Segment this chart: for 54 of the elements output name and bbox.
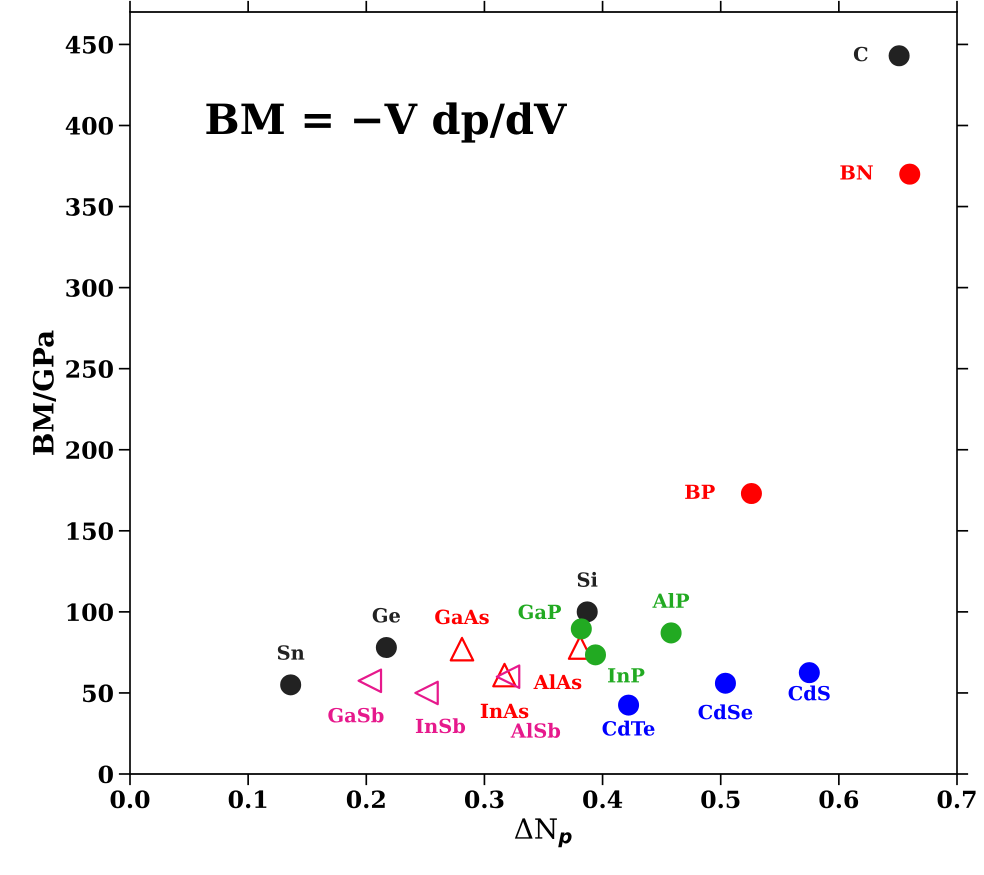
annotation: AlSb (510, 722, 560, 738)
annotation: InSb (416, 718, 466, 734)
annotation: GaP (518, 604, 562, 620)
annotation: GaSb (328, 707, 384, 723)
point (576, 601, 598, 622)
point (899, 164, 920, 185)
annotation: AlAs (533, 674, 582, 690)
y-tick-label: 300 (66, 279, 113, 297)
point (358, 668, 382, 694)
y-tick-label: 150 (68, 522, 113, 540)
point (414, 680, 439, 706)
annotation: BN (840, 165, 873, 180)
x-tick-label: 0.3 (464, 790, 504, 808)
annotation: InAs (480, 704, 528, 718)
point (376, 637, 397, 658)
annotation: CdSe (698, 704, 752, 720)
point (450, 636, 474, 662)
annotation: InP (608, 668, 644, 682)
y-axis-title: BM/GPa (32, 330, 56, 455)
point (798, 662, 820, 684)
point (570, 618, 592, 640)
y-tick-label: 450 (66, 36, 113, 54)
annotation: BM = −V dp/dV (206, 102, 567, 143)
x-tick-label: 0.6 (819, 790, 858, 808)
x-tick-label: 0.4 (583, 790, 622, 808)
x-tick-label: 0.2 (346, 790, 385, 808)
x-axis-title: ΔN$_{p}$ (514, 818, 572, 848)
y-tick-label: 350 (66, 198, 113, 216)
point (618, 694, 640, 716)
y-tick-label: 400 (66, 116, 113, 135)
point (280, 674, 302, 696)
annotation: Si (578, 572, 598, 587)
annotation: Sn (278, 645, 304, 660)
annotation: GaAs (435, 610, 489, 624)
x-tick-label: 0.0 (110, 790, 150, 808)
point (584, 644, 606, 666)
x-tick-label: 0.1 (228, 790, 266, 808)
point (740, 483, 762, 504)
annotation: CdTe (602, 720, 655, 736)
point (888, 45, 910, 66)
point (714, 672, 736, 694)
point (660, 622, 682, 644)
annotation: AlP (652, 592, 690, 608)
y-tick-label: 0 (98, 765, 113, 784)
y-tick-label: 200 (66, 441, 113, 460)
y-tick-label: 100 (68, 603, 113, 622)
annotation: Ge (372, 608, 400, 623)
x-tick-label: 0.7 (938, 790, 976, 808)
annotation: BP (685, 484, 715, 499)
annotation: C (854, 46, 868, 62)
annotation: CdS (788, 685, 830, 701)
x-tick-label: 0.5 (701, 790, 740, 808)
y-tick-label: 250 (66, 360, 113, 378)
y-tick-label: 50 (83, 684, 113, 702)
